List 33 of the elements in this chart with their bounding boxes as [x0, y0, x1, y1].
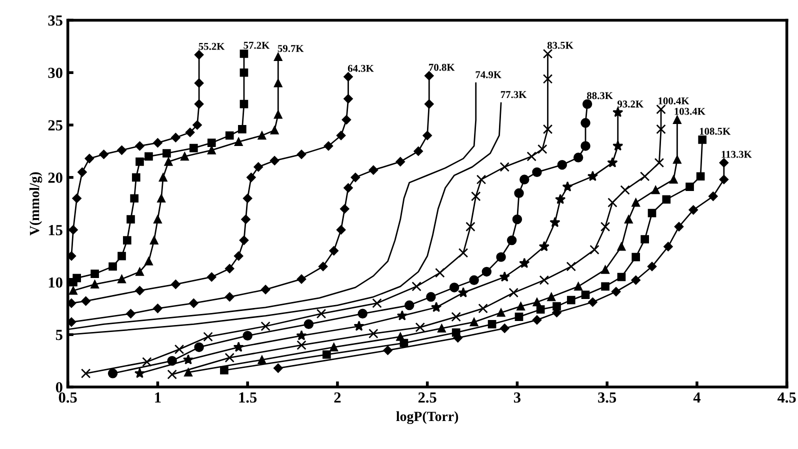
series-label: 70.8K [429, 64, 455, 71]
x-tick-label: 0.5 [58, 392, 77, 403]
series-label: 83.5K [547, 42, 574, 49]
y-tick-label: 0 [56, 382, 62, 392]
y-tick-label: 15 [48, 225, 62, 236]
series-label: 57.2K [244, 42, 270, 49]
x-tick-label: 4.5 [777, 392, 796, 403]
x-tick-label: 1.5 [239, 392, 257, 403]
x-tick-label: 2 [334, 392, 341, 402]
y-tick-label: 5 [56, 330, 62, 340]
y-tick-label: 35 [48, 15, 62, 26]
series-label: 64.3K [348, 64, 374, 72]
y-axis-title: V(mmol/g) [29, 172, 42, 236]
x-axis-title: logP(Torr) [396, 411, 458, 424]
y-tick-label: 25 [48, 120, 62, 130]
x-tick-label: 2.5 [418, 392, 436, 403]
series-label: 93.2K [617, 100, 644, 108]
y-tick-label: 10 [48, 277, 62, 288]
series-label: 88.3K [586, 92, 613, 100]
x-tick-label: 3 [514, 392, 520, 403]
series-label: 108.5K [700, 128, 731, 135]
series-label: 103.4K [674, 108, 706, 115]
series-label: 74.9K [476, 71, 502, 78]
y-tick-label: 30 [48, 68, 62, 78]
series-label: 59.7K [278, 44, 304, 52]
x-tick-label: 4 [693, 392, 700, 402]
x-tick-label: 3.5 [598, 392, 616, 403]
series-label: 113.3K [722, 150, 752, 158]
series-label: 55.2K [198, 42, 225, 50]
series-label: 100.4K [658, 97, 690, 104]
x-tick-label: 1 [155, 392, 161, 402]
series-label: 77.3K [500, 91, 527, 98]
y-tick-label: 20 [48, 172, 62, 183]
